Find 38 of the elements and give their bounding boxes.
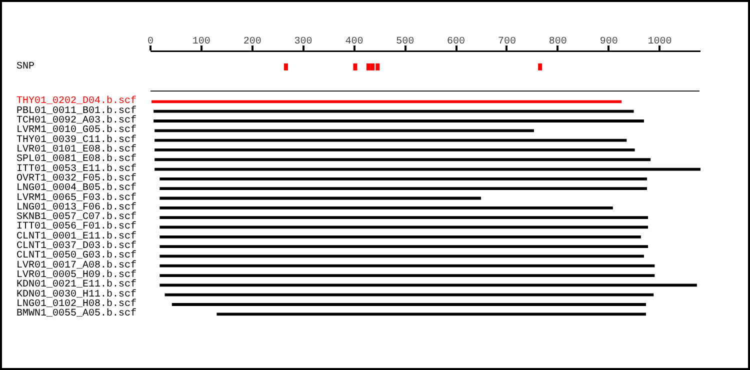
y-tick-label: LVR01_0101_E08.b.scf bbox=[16, 143, 137, 156]
bar bbox=[160, 216, 648, 220]
x-tick-label: 200 bbox=[243, 36, 262, 48]
bar bbox=[160, 274, 655, 277]
x-tick-label: 900 bbox=[600, 36, 618, 48]
y-tick-label: BMWN1_0055_A05.b.scf bbox=[16, 308, 137, 320]
bar bbox=[160, 245, 648, 248]
bar bbox=[154, 158, 651, 162]
bar bbox=[154, 129, 534, 132]
bar bbox=[160, 206, 613, 210]
bar bbox=[172, 303, 646, 306]
x-tick-label: 700 bbox=[498, 36, 516, 48]
x-tick-label: 100 bbox=[192, 36, 210, 48]
bar bbox=[216, 312, 646, 316]
bar bbox=[154, 120, 644, 122]
bar bbox=[160, 177, 648, 180]
y-tick-label: CLNT1_0001_E11.b.scf bbox=[16, 230, 137, 242]
bar bbox=[160, 264, 655, 268]
bar bbox=[164, 293, 654, 296]
y-tick-label: LNG01_0102_H08.b.scf bbox=[16, 298, 137, 310]
x-tick-label: 600 bbox=[447, 36, 466, 48]
bar bbox=[160, 284, 697, 287]
y-tick-label: OVRT1_0032_F05.b.scf bbox=[16, 172, 137, 184]
x-tick-label: 400 bbox=[345, 36, 364, 48]
bar bbox=[160, 187, 648, 190]
x-tick-label: 0 bbox=[148, 36, 154, 48]
x-tick-label: 800 bbox=[548, 36, 567, 48]
x-tick-label: 1000 bbox=[648, 36, 672, 48]
y-tick-label: SNP bbox=[16, 61, 35, 72]
bar bbox=[154, 148, 635, 152]
bar bbox=[154, 110, 634, 113]
bar bbox=[152, 100, 622, 104]
bar bbox=[160, 235, 641, 238]
y-tick-label: TCH01_0092_A03.b.scf bbox=[16, 114, 137, 126]
y-tick-label: LNG01_0013_F06.b.scf bbox=[16, 201, 137, 214]
bar bbox=[154, 138, 627, 142]
x-tick-label: 300 bbox=[294, 36, 312, 48]
x-tick-label: 500 bbox=[396, 36, 414, 48]
